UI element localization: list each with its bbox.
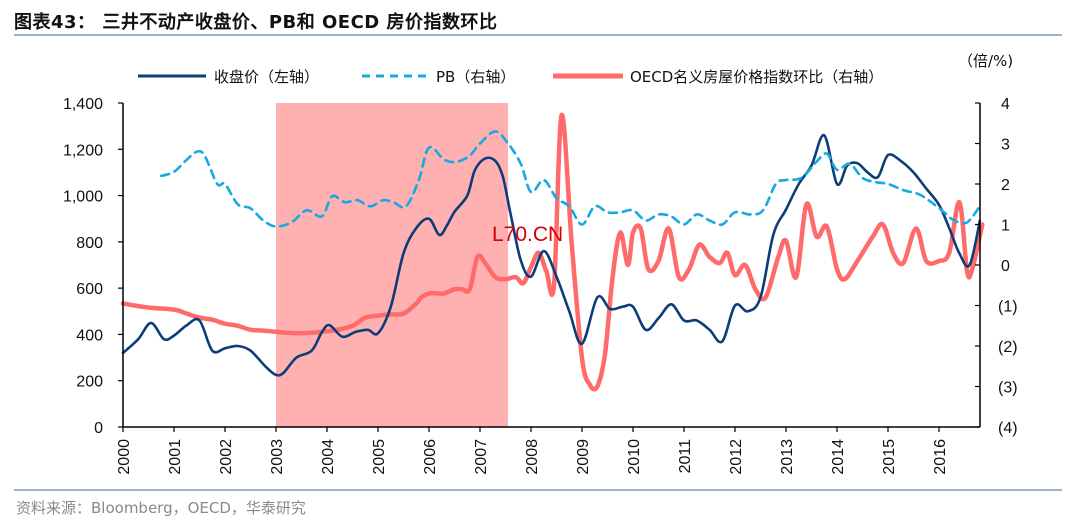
right-axis-tick-label: 1	[1001, 218, 1010, 235]
right-axis-tick-label: (2)	[998, 339, 1018, 356]
axes-layer: 0 200 400 600 800 1,000 1,200 1,400 (4) (3) (2) (1)…	[63, 96, 1018, 475]
legend-label-pb: PB（右轴）	[436, 68, 515, 86]
x-axis-tick-label: 2004	[320, 439, 337, 475]
left-axis-tick-label: 400	[76, 327, 103, 344]
shaded-region-layer	[276, 103, 509, 427]
left-axis-tick-label: 800	[76, 235, 103, 252]
series-layer	[120, 112, 985, 392]
title-divider	[14, 34, 1062, 36]
legend: 收盘价（左轴） PB（右轴） OECD名义房屋价格指数环比（右轴） （倍/%)	[138, 52, 1013, 86]
legend-label-oecd: OECD名义房屋价格指数环比（右轴）	[630, 68, 883, 86]
right-axis-tick-label: 4	[1001, 96, 1010, 113]
series-close-price-line	[121, 134, 982, 377]
x-axis-tick-label: 2013	[779, 439, 796, 475]
right-axis-unit-label: （倍/%)	[958, 52, 1013, 70]
left-axis-tick-label: 0	[94, 420, 103, 437]
right-axis-tick-label: 0	[1001, 258, 1010, 275]
shaded-period	[276, 103, 509, 427]
x-axis-tick-label: 2005	[371, 439, 388, 475]
right-axis-tick-label: 3	[1001, 137, 1010, 154]
x-axis-tick-label: 2009	[575, 439, 592, 475]
x-axis-tick-label: 2010	[626, 439, 643, 475]
right-axis-tick-label: 2	[1001, 177, 1010, 194]
x-axis-tick-label: 2007	[473, 439, 490, 475]
x-axis-tick-label: 2015	[881, 439, 898, 475]
x-axis-tick-label: 2012	[728, 439, 745, 475]
x-axis-tick-label: 2014	[830, 439, 847, 475]
watermark: L70.CN	[492, 223, 563, 246]
right-axis-tick-label: (1)	[998, 299, 1018, 316]
chart-title: 图表43： 三井不动产收盘价、PB和 OECD 房价指数环比	[14, 12, 498, 33]
x-axis-tick-label: 2016	[932, 439, 949, 475]
left-axis-tick-label: 1,200	[63, 142, 103, 159]
x-axis-tick-label: 2006	[422, 439, 439, 475]
x-axis-tick-label: 2011	[677, 439, 694, 474]
right-axis-tick-label: (4)	[998, 420, 1018, 437]
x-axis-tick-label: 2002	[218, 439, 235, 475]
source-note: 资料来源：Bloomberg，OECD，华泰研究	[16, 499, 306, 517]
legend-label-close: 收盘价（左轴）	[214, 68, 319, 86]
right-axis-tick-label: (3)	[998, 380, 1018, 397]
x-axis-tick-label: 2008	[524, 439, 541, 475]
x-axis-tick-label: 2003	[269, 439, 286, 475]
x-axis-tick-label: 2000	[116, 439, 133, 475]
series-pb-line	[160, 130, 982, 228]
left-axis-tick-label: 1,400	[63, 96, 103, 113]
left-axis-tick-label: 600	[76, 281, 103, 298]
left-axis-tick-label: 200	[76, 374, 103, 391]
footer-divider	[14, 489, 1062, 491]
left-axis-tick-label: 1,000	[63, 189, 103, 206]
series-oecd-line	[120, 112, 985, 392]
x-axis-tick-label: 2001	[167, 439, 184, 475]
